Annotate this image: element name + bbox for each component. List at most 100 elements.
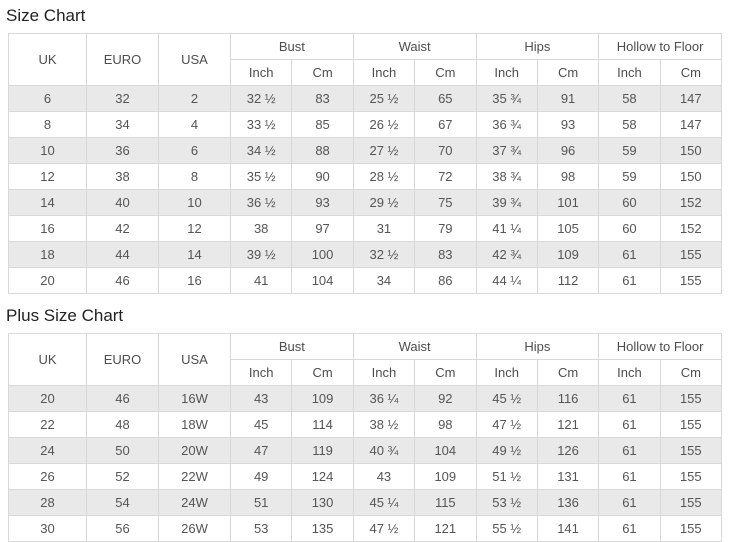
table-cell: 131 [536,463,600,490]
table-cell: 8 [158,163,231,190]
table-cell: 85 [291,111,354,138]
table-cell: 51 [229,489,293,516]
table-cell: 22W [158,463,231,490]
table-cell: 112 [536,267,600,294]
table-cell: 38 ¾ [475,163,538,190]
table-cell: 26W [158,515,231,542]
table-cell: 116 [536,385,600,412]
table-cell: 8 [8,111,87,138]
column-header-waist-inch: Inch [352,359,416,386]
table-cell: 12 [8,163,87,190]
table-cell: 96 [536,137,600,164]
table-row: 14 40 10 36 ½ 93 29 ½ 75 39 ¾ 101 60 152 [8,189,723,216]
column-header-waist-cm: Cm [414,59,477,86]
table-cell: 61 [598,241,661,268]
table-cell: 24 [8,437,87,464]
table-cell: 44 ¼ [475,267,538,294]
table-cell: 155 [659,411,723,438]
table-cell: 32 ½ [229,85,293,112]
table-cell: 35 ½ [229,163,293,190]
table-cell: 90 [291,163,354,190]
size-chart-table: UK EURO USA Bust Waist Hips Hollow to Floor Inc… [8,33,723,294]
table-cell: 39 ½ [229,241,293,268]
header-row-units: Inch Cm Inch Cm Inch Cm Inch Cm [9,59,723,86]
column-header-hollow-to-floor: Hollow to Floor [598,333,722,360]
table-cell: 16 [8,215,87,242]
table-cell: 38 ½ [352,411,416,438]
table-cell: 16W [158,385,231,412]
table-cell: 155 [659,267,723,294]
table-row: 8 34 4 33 ½ 85 26 ½ 67 36 ¾ 93 58 147 [8,111,723,138]
table-cell: 124 [291,463,354,490]
table-cell: 109 [536,241,600,268]
table-row: 24 50 20W 47 119 40 ¾ 104 49 ½ 126 61 155 [8,437,723,464]
table-cell: 12 [158,215,231,242]
table-cell: 83 [291,85,354,112]
table-cell: 25 ½ [352,85,416,112]
table-row: 28 54 24W 51 130 45 ¼ 115 53 ½ 136 61 155 [8,489,723,516]
table-cell: 147 [659,85,723,112]
table-cell: 42 [86,215,159,242]
table-cell: 36 ½ [229,189,293,216]
table-cell: 98 [536,163,600,190]
table-cell: 61 [598,437,661,464]
table-cell: 147 [659,111,723,138]
table-cell: 27 ½ [352,137,416,164]
table-cell: 41 ¼ [475,215,538,242]
header-row-groups: UK EURO USA Bust Waist Hips Hollow to Floor [8,333,722,386]
table-cell: 14 [158,241,231,268]
table-cell: 93 [291,189,354,216]
table-cell: 30 [8,515,87,542]
table-row: 16 42 12 38 97 31 79 41 ¼ 105 60 152 [8,215,723,242]
table-cell: 104 [291,267,354,294]
table-cell: 38 [229,215,293,242]
table-cell: 150 [659,163,723,190]
column-header-uk: UK [8,33,87,86]
table-cell: 50 [86,437,159,464]
table-cell: 121 [414,515,477,542]
table-row: 30 56 26W 53 135 47 ½ 121 55 ½ 141 61 155 [8,515,723,542]
table-cell: 54 [86,489,159,516]
table-cell: 39 ¾ [475,189,538,216]
table-cell: 24W [158,489,231,516]
table-cell: 135 [291,515,354,542]
table-cell: 34 ½ [229,137,293,164]
table-cell: 93 [536,111,600,138]
table-cell: 52 [86,463,159,490]
column-header-waist-cm: Cm [414,359,477,386]
table-cell: 46 [86,385,159,412]
column-header-euro: EURO [86,333,159,386]
table-cell: 61 [598,515,661,542]
table-cell: 36 ¼ [352,385,416,412]
column-header-uk: UK [8,333,87,386]
table-cell: 88 [291,137,354,164]
table-cell: 36 ¾ [475,111,538,138]
column-header-usa: USA [158,333,231,386]
table-cell: 28 ½ [352,163,416,190]
table-cell: 16 [158,267,231,294]
table-cell: 20 [8,385,87,412]
table-cell: 55 ½ [475,515,538,542]
table-cell: 45 ¼ [352,489,416,516]
table-row: 20 46 16W 43 109 36 ¼ 92 45 ½ 116 61 155 [8,385,723,412]
column-header-hips-cm: Cm [536,359,600,386]
table-cell: 114 [291,411,354,438]
table-cell: 115 [414,489,477,516]
table-cell: 121 [536,411,600,438]
table-row: 10 36 6 34 ½ 88 27 ½ 70 37 ¾ 96 59 150 [8,137,723,164]
column-header-hips-inch: Inch [475,359,538,386]
table-cell: 61 [598,463,661,490]
table-cell: 58 [598,111,661,138]
table-cell: 49 [229,463,293,490]
table-cell: 18 [8,241,87,268]
table-cell: 152 [659,189,723,216]
table-cell: 136 [536,489,600,516]
size-chart-page: Size Chart UK EURO USA Bust Waist Hips Hollow … [6,6,723,542]
table-cell: 49 ½ [475,437,538,464]
table-cell: 155 [659,437,723,464]
table-cell: 53 ½ [475,489,538,516]
table-cell: 6 [158,137,231,164]
table-row: 6 32 2 32 ½ 83 25 ½ 65 35 ¾ 91 58 147 [8,85,723,112]
column-header-hips-cm: Cm [536,59,600,86]
column-header-hips-inch: Inch [475,59,538,86]
